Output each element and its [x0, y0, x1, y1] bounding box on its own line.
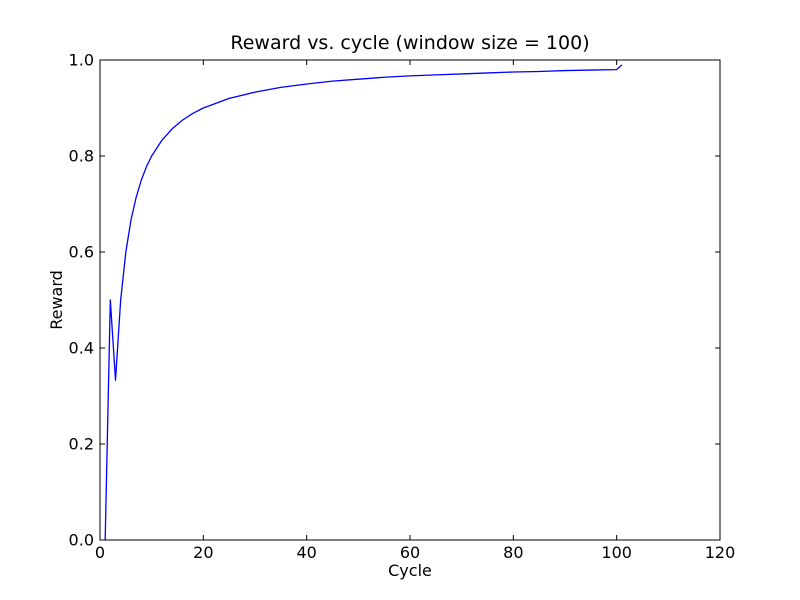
x-tick-label: 80 [503, 543, 523, 562]
x-tick-label: 40 [296, 543, 316, 562]
x-tick-label: 20 [193, 543, 213, 562]
y-tick-label: 1.0 [69, 51, 94, 70]
x-tick-label: 0 [95, 543, 105, 562]
plot-area: 0 20 40 60 80 100 120 0.0 0.2 0.4 0.6 0.8 1.0 [69, 51, 736, 563]
y-tick-label: 0.2 [69, 435, 94, 454]
x-tick-label: 60 [400, 543, 420, 562]
plot-frame [99, 59, 721, 541]
x-tick-label: 120 [705, 543, 736, 562]
y-tick-label: 0.8 [69, 147, 94, 166]
y-tick-label: 0.4 [69, 339, 94, 358]
series-line-0 [104, 64, 623, 541]
x-tick-label: 100 [601, 543, 632, 562]
y-axis-label: Reward [47, 270, 66, 330]
y-tick-label: 0.0 [69, 531, 94, 550]
chart-title: Reward vs. cycle (window size = 100) [230, 32, 589, 54]
x-axis-label: Cycle [388, 561, 432, 580]
y-tick-label: 0.6 [69, 243, 94, 262]
